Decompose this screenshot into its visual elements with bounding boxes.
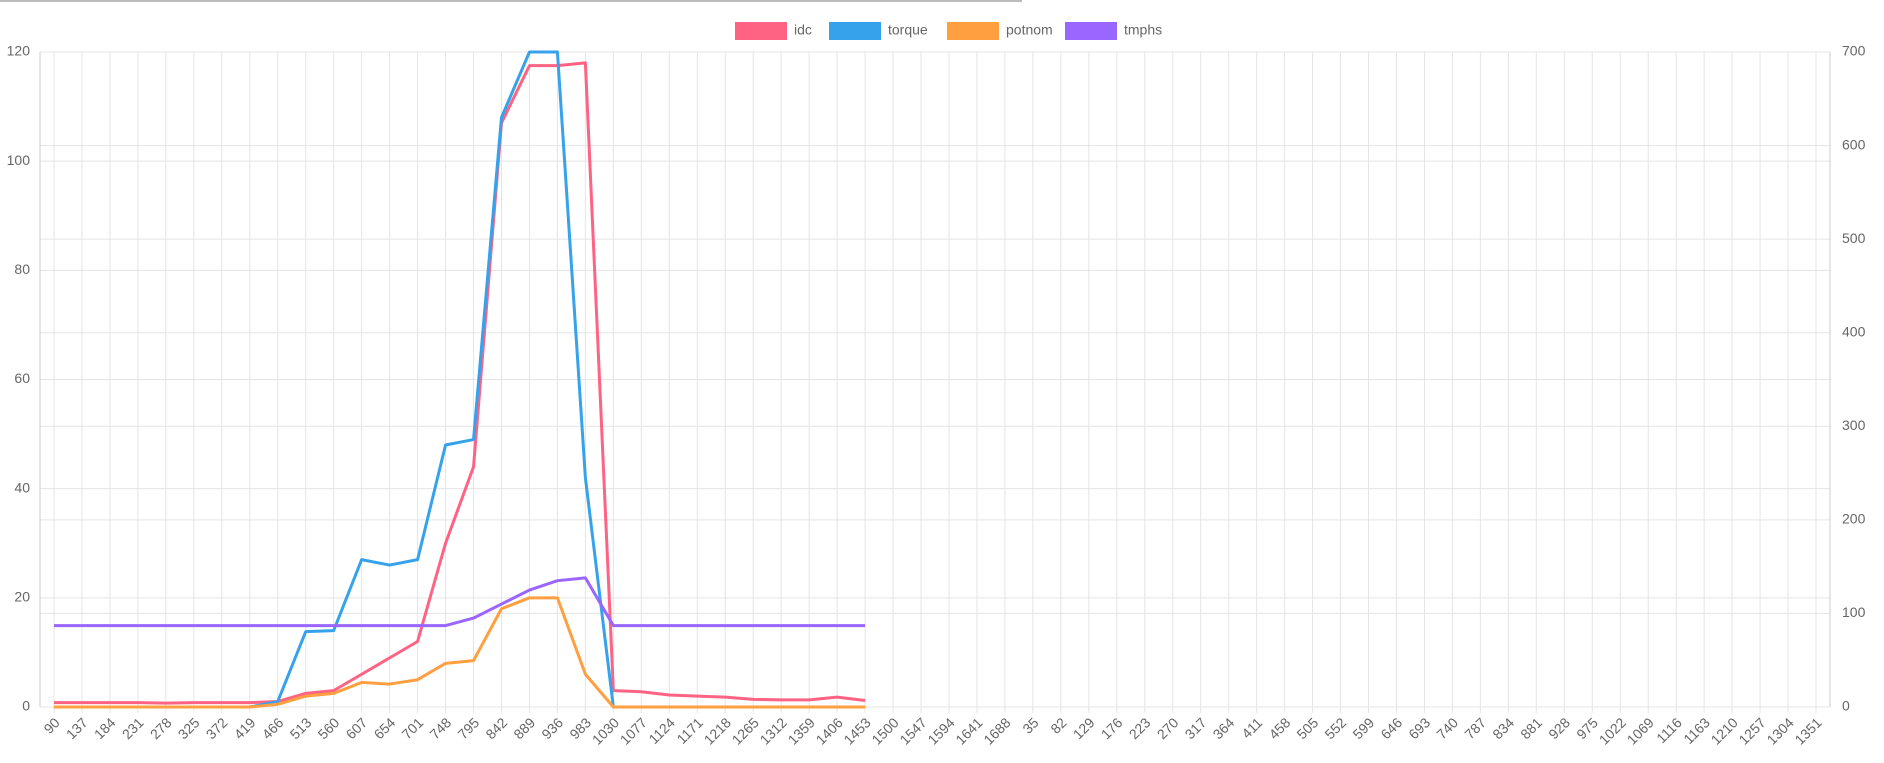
x-tick-label: 834 xyxy=(1489,714,1517,742)
y2-tick-label: 300 xyxy=(1842,417,1866,433)
x-tick-label: 936 xyxy=(538,714,566,742)
series-line xyxy=(53,596,866,709)
y2-tick-label: 600 xyxy=(1842,136,1866,152)
y2-tick-label: 100 xyxy=(1842,604,1866,620)
x-tick-label: 701 xyxy=(398,714,426,742)
x-tick-label: 748 xyxy=(426,714,454,742)
x-tick-label: 607 xyxy=(343,714,371,742)
x-tick-label: 1116 xyxy=(1653,714,1685,746)
x-tick-label: 184 xyxy=(91,714,119,742)
x-tick-label: 223 xyxy=(1126,714,1154,742)
x-tick-label: 137 xyxy=(63,714,91,742)
y-tick-label: 120 xyxy=(7,43,31,59)
x-tick-label: 795 xyxy=(454,714,482,742)
x-tick-label: 129 xyxy=(1070,714,1098,742)
x-tick-label: 1210 xyxy=(1708,714,1741,747)
x-tick-label: 1594 xyxy=(924,714,957,747)
x-tick-label: 278 xyxy=(147,714,175,742)
x-tick-label: 458 xyxy=(1266,714,1294,742)
x-tick-label: 787 xyxy=(1461,714,1489,742)
x-tick-label: 90 xyxy=(40,714,62,736)
x-tick-label: 881 xyxy=(1517,714,1545,742)
x-tick-label: 35 xyxy=(1019,714,1041,736)
x-tick-label: 364 xyxy=(1210,714,1238,742)
x-tick-label: 1304 xyxy=(1763,714,1796,747)
x-tick-label: 1022 xyxy=(1596,714,1629,747)
x-tick-label: 1257 xyxy=(1735,714,1768,747)
x-tick-label: 270 xyxy=(1154,714,1182,742)
x-tick-label: 842 xyxy=(482,714,510,742)
x-tick-label: 466 xyxy=(259,714,287,742)
x-tick-label: 513 xyxy=(287,714,315,742)
x-tick-label: 552 xyxy=(1321,714,1349,742)
x-tick-label: 1351 xyxy=(1791,714,1824,747)
y-tick-label: 20 xyxy=(14,589,30,605)
x-tick-label: 411 xyxy=(1238,714,1265,741)
series-line xyxy=(53,61,866,705)
x-tick-label: 317 xyxy=(1182,714,1210,742)
x-tick-label: 1265 xyxy=(729,714,762,747)
x-tick-label: 325 xyxy=(175,714,203,742)
x-tick-label: 928 xyxy=(1545,714,1573,742)
x-tick-label: 1030 xyxy=(589,714,622,747)
x-tick-label: 1163 xyxy=(1680,714,1713,747)
x-tick-label: 1124 xyxy=(645,714,678,747)
y2-tick-label: 200 xyxy=(1842,511,1866,527)
x-tick-label: 1312 xyxy=(757,714,790,747)
legend-swatch xyxy=(829,22,881,40)
legend-swatch xyxy=(1065,22,1117,40)
x-tick-label: 1406 xyxy=(813,714,846,747)
x-tick-label: 1500 xyxy=(868,714,901,747)
y2-tick-label: 700 xyxy=(1842,43,1866,59)
x-tick-label: 740 xyxy=(1433,714,1461,742)
legend-label: tmphs xyxy=(1124,22,1162,38)
legend-label: torque xyxy=(888,22,928,38)
x-tick-label: 1171 xyxy=(673,714,706,747)
y-tick-label: 100 xyxy=(7,152,31,168)
x-tick-label: 646 xyxy=(1377,714,1405,742)
y-tick-label: 60 xyxy=(14,370,30,386)
x-tick-label: 1218 xyxy=(701,714,734,747)
y-tick-label: 80 xyxy=(14,261,30,277)
x-tick-label: 231 xyxy=(119,714,147,742)
series-line xyxy=(53,576,866,628)
x-tick-label: 419 xyxy=(231,714,259,742)
legend-swatch xyxy=(947,22,999,40)
x-tick-label: 1547 xyxy=(896,714,929,747)
y2-tick-label: 500 xyxy=(1842,230,1866,246)
x-tick-label: 1453 xyxy=(840,714,873,747)
y2-tick-label: 0 xyxy=(1842,698,1850,714)
x-tick-label: 1069 xyxy=(1624,714,1657,747)
x-tick-label: 372 xyxy=(203,714,231,742)
y-tick-label: 0 xyxy=(22,698,30,714)
y2-tick-label: 400 xyxy=(1842,323,1866,339)
x-tick-label: 1688 xyxy=(980,714,1013,747)
x-tick-label: 599 xyxy=(1349,714,1377,742)
x-tick-label: 176 xyxy=(1098,714,1126,742)
y-tick-label: 40 xyxy=(14,479,30,495)
x-tick-label: 1077 xyxy=(617,714,650,747)
x-tick-label: 654 xyxy=(371,714,399,742)
x-tick-label: 1359 xyxy=(785,714,818,747)
x-tick-label: 889 xyxy=(510,714,538,742)
x-tick-label: 82 xyxy=(1047,714,1069,736)
legend-label: idc xyxy=(794,22,812,38)
legend-label: potnom xyxy=(1006,22,1053,38)
x-tick-label: 1641 xyxy=(952,714,985,747)
x-tick-label: 505 xyxy=(1293,714,1321,742)
legend-swatch xyxy=(735,22,787,40)
x-tick-label: 560 xyxy=(315,714,343,742)
x-tick-label: 693 xyxy=(1405,714,1433,742)
